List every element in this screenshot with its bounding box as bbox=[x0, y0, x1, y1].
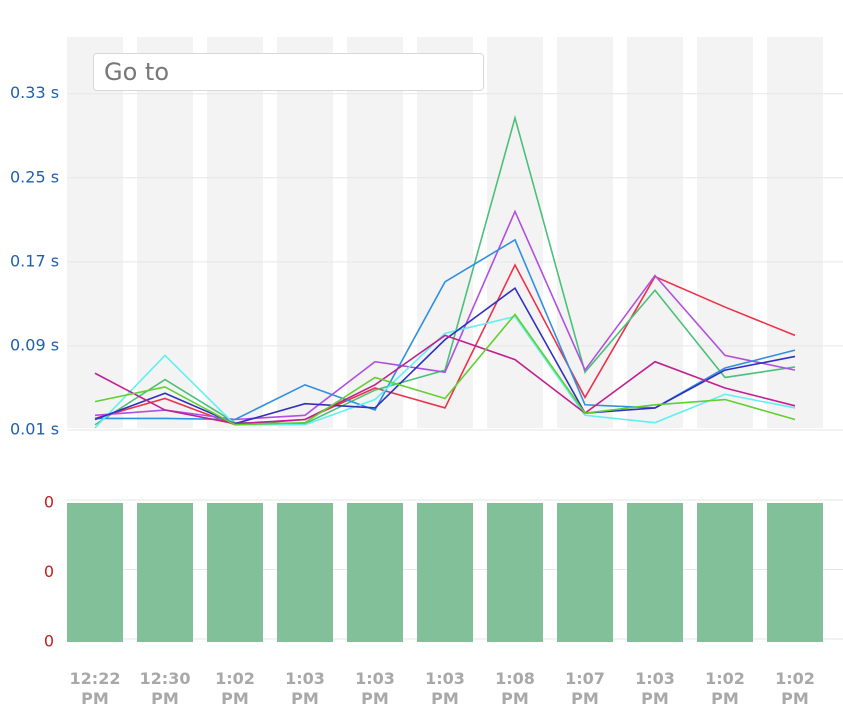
bar bbox=[557, 503, 613, 642]
series-line bbox=[94, 334, 796, 425]
bar bbox=[207, 503, 263, 642]
bar bbox=[67, 503, 123, 642]
x-tick-label: 1:02 PM bbox=[775, 669, 815, 708]
column-band bbox=[417, 37, 473, 428]
column-band bbox=[627, 37, 683, 428]
column-band bbox=[347, 37, 403, 428]
x-tick-label: 1:03 PM bbox=[635, 669, 675, 708]
bar bbox=[487, 503, 543, 642]
y-tick-label: 0 bbox=[44, 562, 54, 581]
column-band bbox=[277, 37, 333, 428]
bar bbox=[417, 503, 473, 642]
x-tick-label: 1:03 PM bbox=[425, 669, 465, 708]
series-line bbox=[94, 114, 796, 426]
bar bbox=[697, 503, 753, 642]
column-band bbox=[767, 37, 823, 428]
x-tick-label: 1:03 PM bbox=[285, 669, 325, 708]
y-tick-label: 0.01 s bbox=[10, 420, 59, 439]
x-tick-label: 12:30 PM bbox=[139, 669, 191, 708]
bar bbox=[627, 503, 683, 642]
x-tick-label: 1:03 PM bbox=[355, 669, 395, 708]
x-tick-label: 1:02 PM bbox=[705, 669, 745, 708]
x-tick-label: 12:22 PM bbox=[69, 669, 121, 708]
column-band bbox=[67, 37, 123, 428]
y-tick-label: 0.25 s bbox=[10, 167, 59, 186]
series-line bbox=[94, 315, 796, 429]
series-line bbox=[94, 286, 796, 425]
column-band bbox=[207, 37, 263, 428]
series-line bbox=[94, 313, 796, 426]
x-tick-label: 1:08 PM bbox=[495, 669, 535, 708]
y-tick-label: 0.09 s bbox=[10, 335, 59, 354]
x-tick-label: 1:07 PM bbox=[565, 669, 605, 708]
y-tick-label: 0.17 s bbox=[10, 251, 59, 270]
bar bbox=[767, 503, 823, 642]
column-band bbox=[137, 37, 193, 428]
search-box[interactable]: Go to bbox=[93, 53, 484, 91]
bar bbox=[347, 503, 403, 642]
bar bbox=[277, 503, 333, 642]
column-band bbox=[487, 37, 543, 428]
y-tick-label: 0 bbox=[44, 493, 54, 512]
y-tick-label: 0 bbox=[44, 632, 54, 651]
bar bbox=[137, 503, 193, 642]
series-line bbox=[94, 209, 796, 421]
x-tick-label: 1:02 PM bbox=[215, 669, 255, 708]
y-tick-label: 0.33 s bbox=[10, 83, 59, 102]
